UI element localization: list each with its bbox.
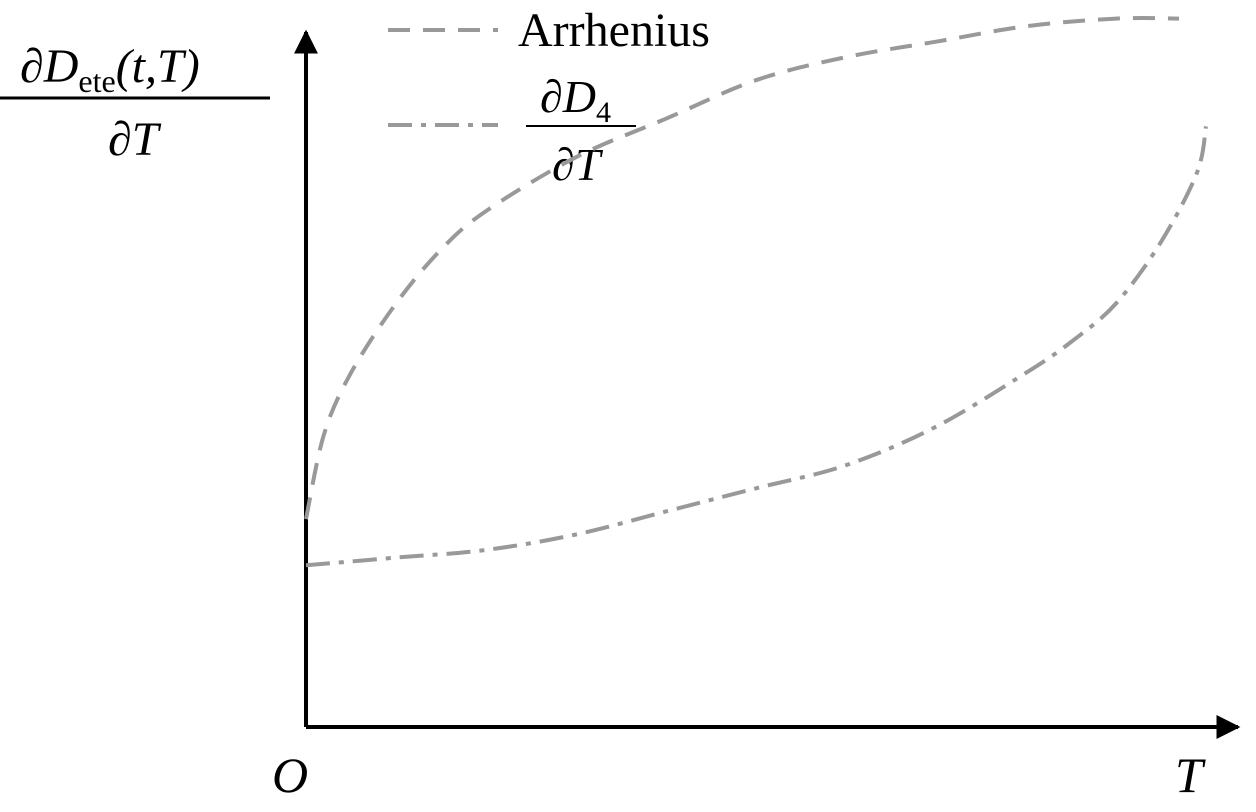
series-line-d4 — [305, 126, 1208, 568]
origin-label: O — [272, 747, 308, 803]
series-layer — [304, 16, 1208, 568]
legend-label-d4-numerator: ∂D4 — [540, 71, 611, 129]
x-axis-label: T — [1175, 747, 1206, 803]
y-label-numerator-args: (t,T) — [116, 40, 200, 93]
legend-label-arrhenius: Arrhenius — [518, 4, 710, 57]
legend: Arrhenius ∂D4 ∂T — [388, 4, 710, 190]
y-label-denominator: ∂T — [108, 113, 162, 166]
series-line-arrhenius — [304, 16, 1180, 520]
svg-text:∂Dete(t,T): ∂Dete(t,T) — [20, 40, 200, 99]
y-label-numerator-sub: ete — [78, 63, 115, 99]
y-axis-label: ∂Dete(t,T) ∂T — [0, 40, 270, 166]
y-label-numerator-main: ∂D — [20, 40, 78, 93]
